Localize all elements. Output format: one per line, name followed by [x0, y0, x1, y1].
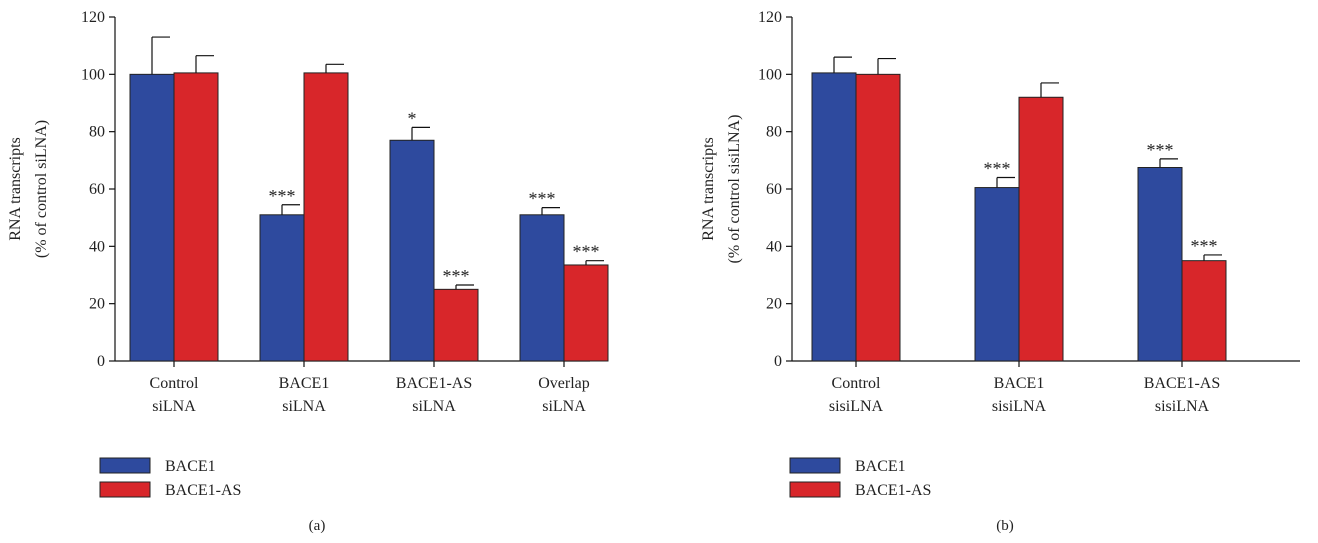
y-tick-label: 80 [89, 124, 105, 141]
legend-swatch-bace1-as [789, 481, 841, 498]
x-category-label: Control [832, 375, 881, 392]
bar-bace1 [129, 73, 175, 362]
x-category-label: siLNA [282, 398, 326, 415]
bar-bace1-as [1018, 96, 1064, 362]
legend-label: BACE1 [165, 458, 216, 475]
x-category-label: BACE1 [279, 375, 330, 392]
significance-marker: *** [269, 186, 296, 206]
y-tick-label: 0 [774, 353, 782, 370]
y-axis-label-line: RNA transcripts [7, 137, 24, 241]
x-category-label: siLNA [412, 398, 456, 415]
x-category-label: sisiLNA [829, 398, 884, 415]
significance-marker: *** [1191, 236, 1218, 256]
y-tick-label: 60 [766, 181, 782, 198]
y-tick-label: 120 [758, 9, 782, 26]
legend-swatch-bace1 [789, 457, 841, 474]
x-category-label: BACE1-AS [396, 375, 472, 392]
legend-label: BACE1 [855, 458, 906, 475]
y-tick-label: 120 [81, 9, 105, 26]
significance-marker: *** [443, 266, 470, 286]
y-axis-label-line: (% of control sisiLNA) [726, 115, 743, 264]
legend-swatch-bace1 [99, 457, 151, 474]
bar-bace1-as [1181, 260, 1227, 362]
bar-bace1 [389, 139, 435, 362]
legend-swatch-bace1-as [99, 481, 151, 498]
y-tick-label: 100 [81, 66, 105, 83]
significance-marker: *** [529, 189, 556, 209]
x-category-label: siLNA [152, 398, 196, 415]
panel-label: (a) [309, 518, 326, 534]
significance-marker: *** [984, 159, 1011, 179]
y-axis-label-line: RNA transcripts [700, 137, 717, 241]
y-tick-label: 40 [89, 238, 105, 255]
x-category-label: Overlap [538, 375, 590, 392]
x-category-label: sisiLNA [1155, 398, 1210, 415]
y-axis-label-line: (% of control siLNA) [33, 120, 50, 258]
panel-label: (b) [996, 518, 1014, 534]
bar-bace1 [811, 72, 857, 362]
y-tick-label: 0 [97, 353, 105, 370]
significance-marker: *** [573, 242, 600, 262]
bar-bace1 [259, 214, 305, 362]
y-tick-label: 60 [89, 181, 105, 198]
bar-bace1 [519, 214, 565, 362]
bar-bace1-as [433, 288, 479, 362]
y-tick-label: 100 [758, 66, 782, 83]
chart-panel-b: 0 20 40 60 80 100 120 RNA transcripts (% of cont… [700, 9, 1300, 534]
y-tick-label: 80 [766, 124, 782, 141]
x-category-label: siLNA [542, 398, 586, 415]
bar-bace1 [974, 187, 1020, 362]
y-tick-label: 20 [89, 296, 105, 313]
x-category-label: BACE1-AS [1144, 375, 1220, 392]
bar-bace1-as [563, 264, 609, 362]
legend-label: BACE1-AS [165, 482, 241, 499]
bar-bace1-as [855, 73, 901, 362]
legend-label: BACE1-AS [855, 482, 931, 499]
bar-bace1 [1137, 167, 1183, 362]
x-category-label: BACE1 [994, 375, 1045, 392]
y-tick-label: 20 [766, 296, 782, 313]
significance-marker: * [408, 108, 417, 128]
x-category-label: Control [150, 375, 199, 392]
y-tick-label: 40 [766, 238, 782, 255]
significance-marker: *** [1147, 140, 1174, 160]
bar-bace1-as [173, 72, 219, 362]
chart-panel-a: 0 20 40 60 80 100 120 RNA transcripts (% of cont… [7, 9, 609, 534]
x-category-label: sisiLNA [992, 398, 1047, 415]
bar-bace1-as [303, 72, 349, 362]
